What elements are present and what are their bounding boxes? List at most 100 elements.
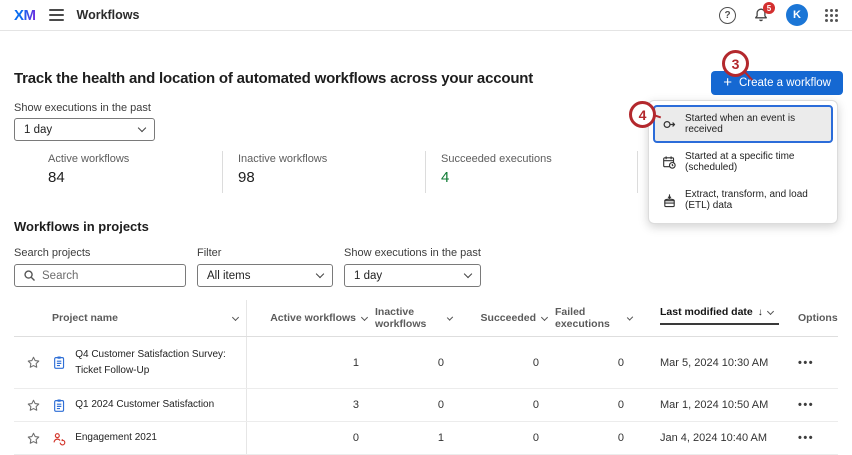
menu-item-label: Started at a specific time (scheduled) <box>685 151 795 173</box>
projects-table: Project name Active workflows Inactive w… <box>14 300 838 455</box>
chevron-down-icon[interactable] <box>360 313 369 321</box>
options-menu-icon[interactable]: ••• <box>798 432 815 444</box>
last-modified-value: Mar 1, 2024 10:50 AM <box>660 399 769 411</box>
executions-period-select[interactable]: 1 day <box>14 118 155 141</box>
menu-item-etl-workflow[interactable]: Extract, transform, and load (ETL) data <box>653 181 833 219</box>
last-modified-value: Mar 5, 2024 10:30 AM <box>660 356 769 369</box>
favorite-star-icon[interactable] <box>26 355 41 370</box>
project-name-link[interactable]: Q4 Customer Satisfaction Survey: Ticket … <box>75 349 226 376</box>
chevron-down-icon[interactable] <box>626 313 634 321</box>
filter-label: Filter <box>197 247 222 259</box>
search-projects-label: Search projects <box>14 247 91 259</box>
menu-item-label: Extract, transform, and load (ETL) data <box>685 189 808 211</box>
inactive-count: 1 <box>437 432 444 444</box>
etl-icon <box>664 193 675 207</box>
options-menu-icon[interactable]: ••• <box>798 356 815 369</box>
stat-label: Inactive workflows <box>238 153 328 165</box>
col-succeeded: Succeeded <box>460 300 555 336</box>
chevron-down-icon <box>137 123 147 133</box>
sort-desc-icon: ↓ <box>757 306 763 318</box>
annotation-step-4: 4 <box>629 101 656 128</box>
app-grid-icon[interactable] <box>825 8 838 22</box>
survey-icon <box>54 356 65 369</box>
chevron-down-icon <box>315 269 325 279</box>
header-label: Project name <box>52 312 118 324</box>
create-workflow-label: Create a workflow <box>738 77 831 89</box>
chevron-down-icon[interactable] <box>766 307 774 315</box>
favorite-star-icon[interactable] <box>26 398 41 413</box>
table-executions-label: Show executions in the past <box>344 247 481 259</box>
col-project-name: Project name <box>52 300 247 336</box>
project-name-link[interactable]: Q1 2024 Customer Satisfaction <box>75 399 215 411</box>
stat-value: 4 <box>441 169 450 186</box>
chevron-down-icon[interactable] <box>446 313 454 321</box>
executions-filter-label: Show executions in the past <box>14 102 151 114</box>
stat-label: Succeeded executions <box>441 153 552 165</box>
inactive-count: 0 <box>437 399 444 411</box>
col-active-workflows: Active workflows <box>247 300 375 336</box>
col-last-modified[interactable]: Last modified date ↓ <box>640 300 790 336</box>
failed-count: 0 <box>617 356 624 369</box>
filter-value: All items <box>207 269 251 282</box>
table-executions-select[interactable]: 1 day <box>344 264 481 287</box>
stat-inactive-workflows: Inactive workflows 98 <box>222 151 425 193</box>
col-inactive-workflows: Inactive workflows <box>375 300 460 336</box>
active-count: 1 <box>352 356 359 369</box>
executions-period-value: 1 day <box>24 123 53 136</box>
notification-badge: 5 <box>763 2 775 14</box>
table-header-row: Project name Active workflows Inactive w… <box>14 300 838 337</box>
active-count: 3 <box>352 399 359 411</box>
event-icon <box>663 120 676 128</box>
plus-icon: + <box>723 74 732 91</box>
header-label: Active workflows <box>270 312 356 324</box>
hamburger-menu-icon[interactable] <box>48 9 64 21</box>
app-title: Workflows <box>76 8 140 22</box>
header-label: Succeeded <box>480 312 536 324</box>
survey-icon <box>54 398 65 412</box>
table-row: Q4 Customer Satisfaction Survey: Ticket … <box>14 337 838 389</box>
options-menu-icon[interactable]: ••• <box>798 399 815 411</box>
filter-select[interactable]: All items <box>197 264 333 287</box>
help-icon[interactable]: ? <box>719 6 736 24</box>
menu-item-scheduled-workflow[interactable]: Started at a specific time (scheduled) <box>653 143 833 181</box>
inactive-count: 0 <box>437 356 444 369</box>
stat-label: Active workflows <box>48 153 130 165</box>
table-row: Q1 2024 Customer Satisfaction 3 0 0 0 Ma… <box>14 389 838 422</box>
projects-section-title: Workflows in projects <box>14 219 149 234</box>
last-modified-value: Jan 4, 2024 10:40 AM <box>660 432 768 444</box>
notifications-bell-icon[interactable]: 5 <box>753 2 775 23</box>
chevron-down-icon <box>463 269 473 279</box>
failed-count: 0 <box>617 399 624 411</box>
stat-value: 98 <box>238 169 255 186</box>
search-box <box>14 264 186 287</box>
schedule-icon <box>663 155 676 169</box>
header-label: Last modified date <box>660 306 753 318</box>
create-workflow-menu: Started when an event is received Starte… <box>648 100 838 224</box>
header-label: Inactive workflows <box>375 306 427 330</box>
col-options: Options <box>790 300 838 336</box>
chevron-down-icon[interactable] <box>231 313 240 321</box>
header-label: Failed executions <box>555 306 610 330</box>
search-input[interactable] <box>42 269 177 282</box>
annotation-step-3: 3 <box>722 50 749 77</box>
topbar: XM Workflows ? 5 K <box>0 0 852 31</box>
favorite-star-icon[interactable] <box>26 431 41 446</box>
menu-item-label: Started when an event is received <box>685 113 796 135</box>
chevron-down-icon[interactable] <box>540 313 549 321</box>
stat-succeeded-executions: Succeeded executions 4 <box>425 151 637 193</box>
header-label: Options <box>798 312 838 324</box>
xm-logo: XM <box>14 6 36 24</box>
succeeded-count: 0 <box>532 432 539 444</box>
active-count: 0 <box>352 432 359 444</box>
table-row: Engagement 2021 0 1 0 0 Jan 4, 2024 10:4… <box>14 422 838 455</box>
page-heading: Track the health and location of automat… <box>14 70 534 87</box>
table-executions-value: 1 day <box>354 269 383 282</box>
succeeded-count: 0 <box>532 356 539 369</box>
menu-item-event-workflow[interactable]: Started when an event is received <box>653 105 833 143</box>
stat-value: 84 <box>48 169 65 186</box>
avatar[interactable]: K <box>786 4 808 26</box>
search-icon <box>24 270 36 282</box>
engagement-icon <box>53 432 66 445</box>
succeeded-count: 0 <box>532 399 539 411</box>
project-name-link[interactable]: Engagement 2021 <box>75 432 157 444</box>
